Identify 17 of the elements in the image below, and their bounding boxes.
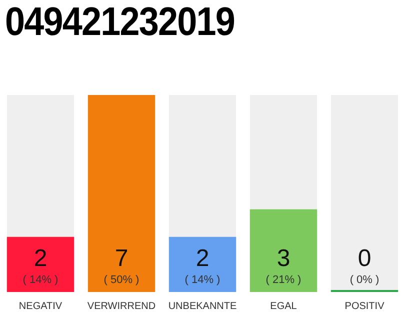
annotation: 0 <box>358 245 372 272</box>
data-label: ( 21% ) <box>266 274 302 286</box>
data-label: ( 14% ) <box>184 274 220 286</box>
annotation: 2 <box>196 245 210 272</box>
annotation: 7 <box>114 245 128 272</box>
chart-title: 049421232019 <box>5 0 234 45</box>
data-label: ( 50% ) <box>104 274 140 286</box>
x-tick-label: POSITIV <box>344 300 385 312</box>
data-label: ( 0% ) <box>350 274 380 286</box>
annotation: 2 <box>34 245 48 272</box>
annotation: 3 <box>276 245 290 272</box>
bar <box>88 95 156 292</box>
data-label: ( 14% ) <box>22 274 58 286</box>
x-tick-label: UNBEKANNTE <box>168 300 237 312</box>
x-tick-label: VERWIRREND <box>87 300 156 312</box>
x-tick-label: EGAL <box>270 300 298 312</box>
x-tick-label: NEGATIV <box>18 300 62 312</box>
